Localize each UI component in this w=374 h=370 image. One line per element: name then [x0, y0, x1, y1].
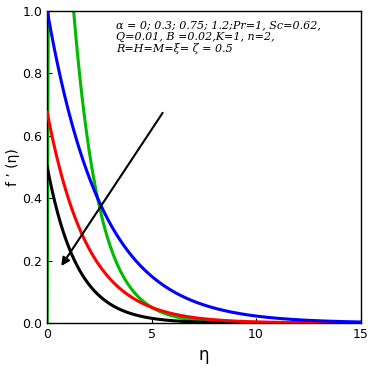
- Text: α = 0; 0.3; 0.75; 1.2;Pr=1, Sc=0.62,
Q=0.01, B =0.02,K=1, n=2,
R=H=M=ξ= ζ = 0.5: α = 0; 0.3; 0.75; 1.2;Pr=1, Sc=0.62, Q=0…: [116, 20, 321, 54]
- X-axis label: η: η: [199, 346, 209, 364]
- Y-axis label: f ’ (η): f ’ (η): [6, 148, 19, 186]
